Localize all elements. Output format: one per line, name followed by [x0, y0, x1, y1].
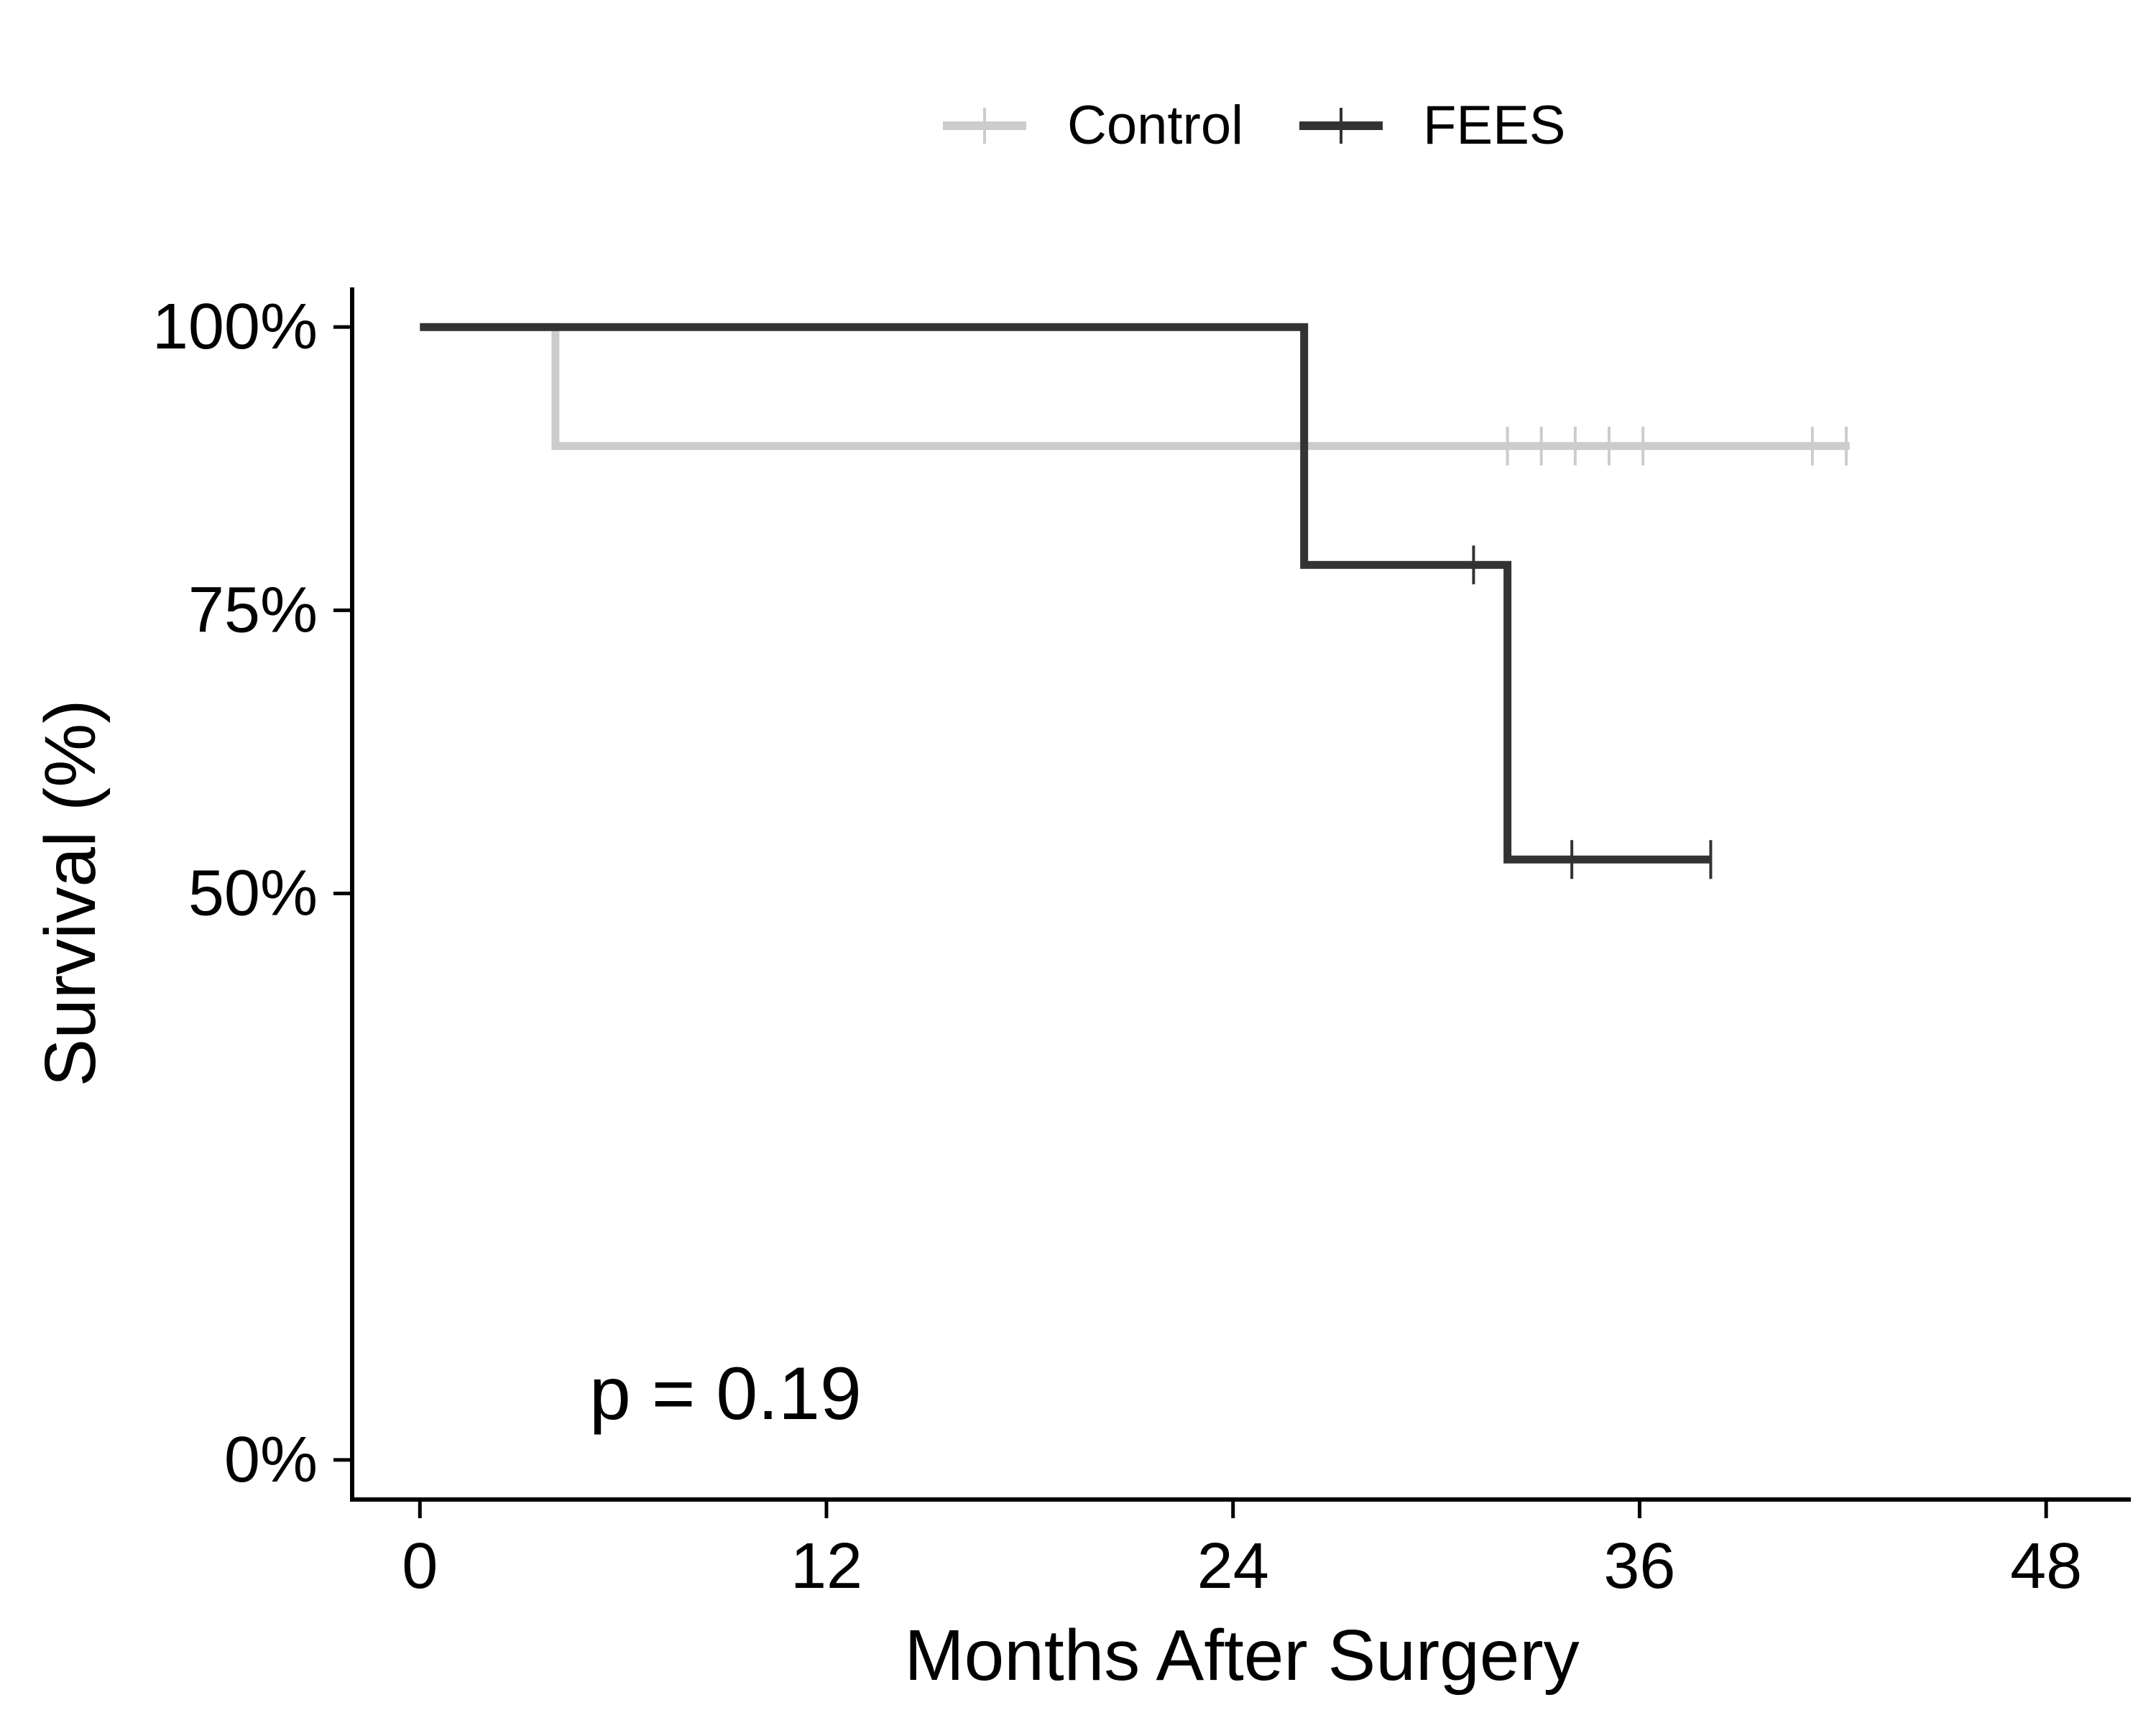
x-tick-label: 0	[402, 1530, 438, 1602]
legend-label-control: Control	[1067, 95, 1243, 156]
x-axis-title: Months After Surgery	[904, 1615, 1579, 1696]
x-tick-label: 24	[1197, 1530, 1269, 1602]
x-tick-label: 48	[2010, 1530, 2082, 1602]
x-axis-ticks: 0 12 24 36 48	[402, 1500, 2082, 1602]
x-tick-label: 12	[791, 1530, 862, 1602]
series-line-fees	[420, 323, 1711, 864]
plot-area	[420, 323, 1850, 879]
y-tick-label: 100%	[152, 291, 318, 363]
p-value-annotation: p = 0.19	[589, 1352, 862, 1436]
y-axis-ticks: 100% 75% 50% 0%	[152, 291, 352, 1496]
series-line-control	[420, 323, 1850, 451]
y-tick-label: 50%	[188, 858, 318, 930]
y-tick-label: 0%	[224, 1424, 318, 1496]
x-tick-label: 36	[1603, 1530, 1675, 1602]
legend-label-fees: FEES	[1423, 95, 1566, 156]
legend-item-control: Control	[943, 95, 1243, 156]
y-tick-label: 75%	[188, 574, 318, 646]
legend-item-fees: FEES	[1299, 95, 1566, 156]
y-axis-title: Survival (%)	[30, 700, 111, 1087]
legend: Control FEES	[943, 95, 1566, 156]
